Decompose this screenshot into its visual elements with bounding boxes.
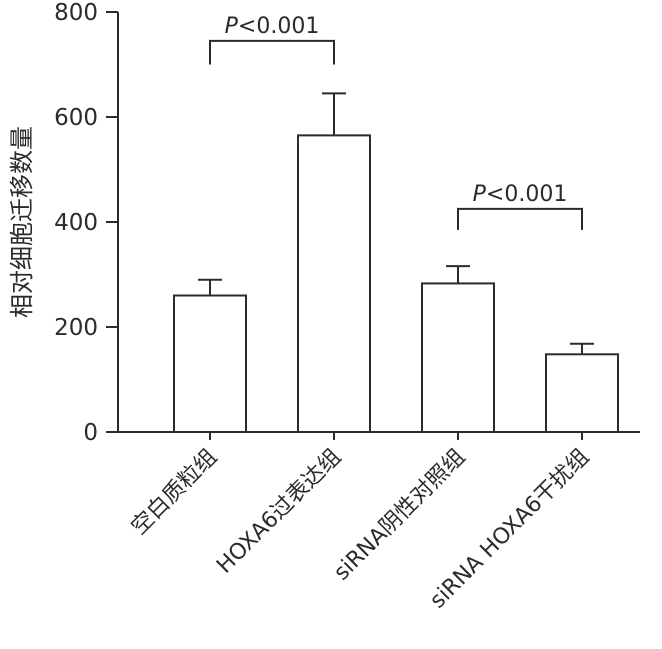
significance-bracket (457, 207, 583, 230)
y-tick-label: 200 (54, 315, 98, 341)
bar (421, 282, 495, 433)
y-tick-label: 400 (54, 210, 98, 236)
y-tick-label: 0 (83, 420, 98, 446)
x-tick-label: siRNA阴性对照组 (329, 445, 470, 586)
bar (545, 353, 619, 433)
x-tick-label: HOXA6过表达组 (212, 445, 346, 579)
bar (297, 134, 371, 433)
x-tick-label: 空白质粒组 (127, 445, 222, 540)
y-tick-label: 600 (54, 105, 98, 131)
significance-label: P<0.001 (473, 182, 568, 207)
y-tick-label: 800 (54, 0, 98, 26)
significance-bracket (209, 39, 335, 65)
y-axis-title: 相对细胞迁移数量 (8, 126, 36, 318)
bar (173, 294, 247, 433)
significance-label: P<0.001 (225, 14, 320, 39)
